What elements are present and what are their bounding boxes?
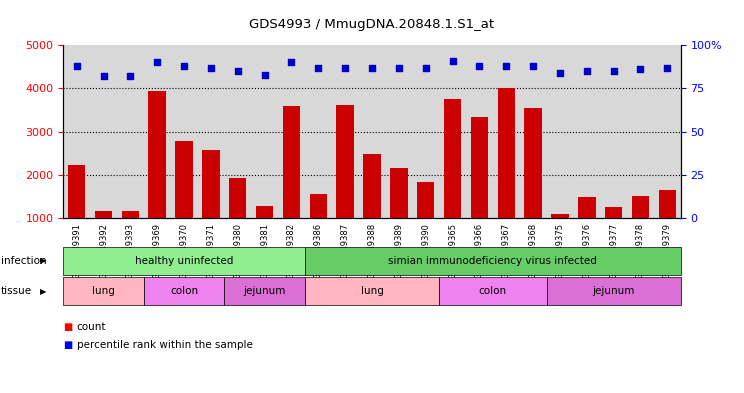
Point [554, 70, 566, 76]
Point [500, 63, 512, 69]
Text: lung: lung [92, 286, 115, 296]
Point [473, 63, 485, 69]
Text: infection: infection [1, 256, 46, 266]
Text: simian immunodeficiency virus infected: simian immunodeficiency virus infected [388, 256, 597, 266]
Bar [578, 197, 595, 261]
Bar [390, 167, 408, 261]
Point [205, 64, 217, 71]
Point [124, 73, 136, 79]
Text: jejunum: jejunum [592, 286, 635, 296]
Text: ■: ■ [63, 340, 72, 350]
Text: tissue: tissue [1, 286, 32, 296]
Text: GDS4993 / MmugDNA.20848.1.S1_at: GDS4993 / MmugDNA.20848.1.S1_at [249, 18, 495, 31]
Point [97, 73, 109, 79]
Point [446, 58, 458, 64]
Point [527, 63, 539, 69]
Text: percentile rank within the sample: percentile rank within the sample [77, 340, 252, 350]
Bar [149, 90, 166, 261]
Text: ▶: ▶ [40, 287, 47, 296]
Point [151, 59, 163, 66]
Bar [310, 194, 327, 261]
Bar [551, 214, 568, 261]
Bar [632, 196, 650, 261]
Point [259, 72, 271, 78]
Bar [444, 99, 461, 261]
Point [581, 68, 593, 74]
Text: lung: lung [361, 286, 383, 296]
Text: colon: colon [170, 286, 198, 296]
Point [232, 68, 244, 74]
Point [286, 59, 298, 66]
Bar [336, 105, 354, 261]
Text: healthy uninfected: healthy uninfected [135, 256, 234, 266]
Point [71, 63, 83, 69]
Bar [68, 165, 86, 261]
Bar [498, 88, 515, 261]
Point [393, 64, 405, 71]
Text: colon: colon [478, 286, 507, 296]
Bar [525, 108, 542, 261]
Point [635, 66, 647, 73]
Bar [202, 150, 219, 261]
Bar [417, 182, 434, 261]
Text: ■: ■ [63, 322, 72, 332]
Bar [471, 118, 488, 261]
Bar [605, 208, 623, 261]
Point [366, 64, 378, 71]
Bar [121, 211, 139, 261]
Bar [283, 106, 300, 261]
Point [178, 63, 190, 69]
Point [661, 64, 673, 71]
Bar [256, 206, 273, 261]
Point [339, 64, 351, 71]
Bar [176, 141, 193, 261]
Text: jejunum: jejunum [243, 286, 286, 296]
Bar [363, 154, 381, 261]
Point [312, 64, 324, 71]
Bar [658, 190, 676, 261]
Bar [94, 211, 112, 261]
Point [420, 64, 432, 71]
Point [608, 68, 620, 74]
Bar [229, 178, 246, 261]
Text: count: count [77, 322, 106, 332]
Text: ▶: ▶ [40, 257, 47, 265]
